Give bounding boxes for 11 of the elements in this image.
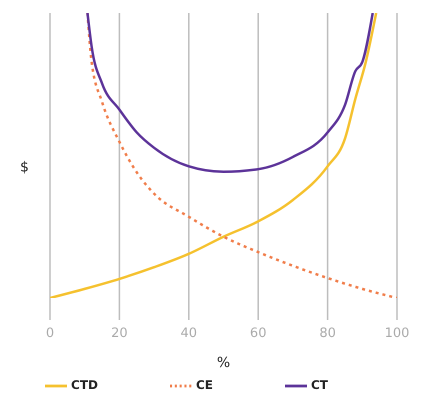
legend-label: CT	[310, 378, 328, 392]
x-tick-label: 40	[180, 326, 198, 342]
x-axis-title: %	[216, 355, 230, 371]
legend-label: CTD	[71, 378, 98, 392]
x-tick-label: 60	[250, 326, 266, 342]
x-tick-label: 0	[46, 326, 54, 342]
x-tick-label: 80	[319, 326, 336, 342]
x-tick-label: 20	[111, 326, 128, 342]
y-axis-title: $	[20, 159, 29, 176]
x-tick-label: 100	[384, 326, 410, 342]
legend-label: CE	[196, 378, 213, 392]
